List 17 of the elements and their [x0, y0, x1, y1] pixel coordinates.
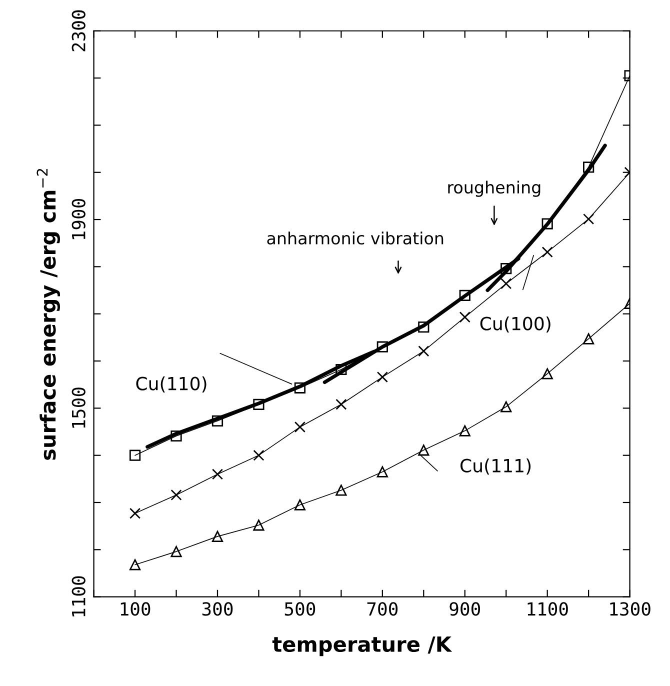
annotation: Cu(110) [136, 376, 206, 393]
annotation: Cu(111) [460, 458, 531, 475]
x-tick-label: 100 [120, 602, 150, 616]
annotation: roughening [448, 180, 540, 197]
y-tick-label: 1900 [72, 198, 86, 240]
y-axis-title: surface energy /erg cm$^{−2}$ [36, 168, 60, 460]
x-tick-label: 900 [450, 602, 480, 616]
x-tick-label: 700 [367, 602, 398, 616]
y-tick-label: 1500 [72, 388, 86, 428]
x-tick-label: 1100 [528, 602, 568, 616]
x-tick-label: 1300 [610, 602, 650, 616]
x-tick-label: 300 [202, 602, 233, 616]
annotation: anharmonic vibration [267, 232, 444, 245]
x-tick-label: 500 [284, 602, 316, 616]
x-axis-title: temperature /K [272, 636, 452, 656]
y-tick-label: 2300 [72, 10, 86, 52]
annotation: Cu(100) [480, 316, 550, 333]
